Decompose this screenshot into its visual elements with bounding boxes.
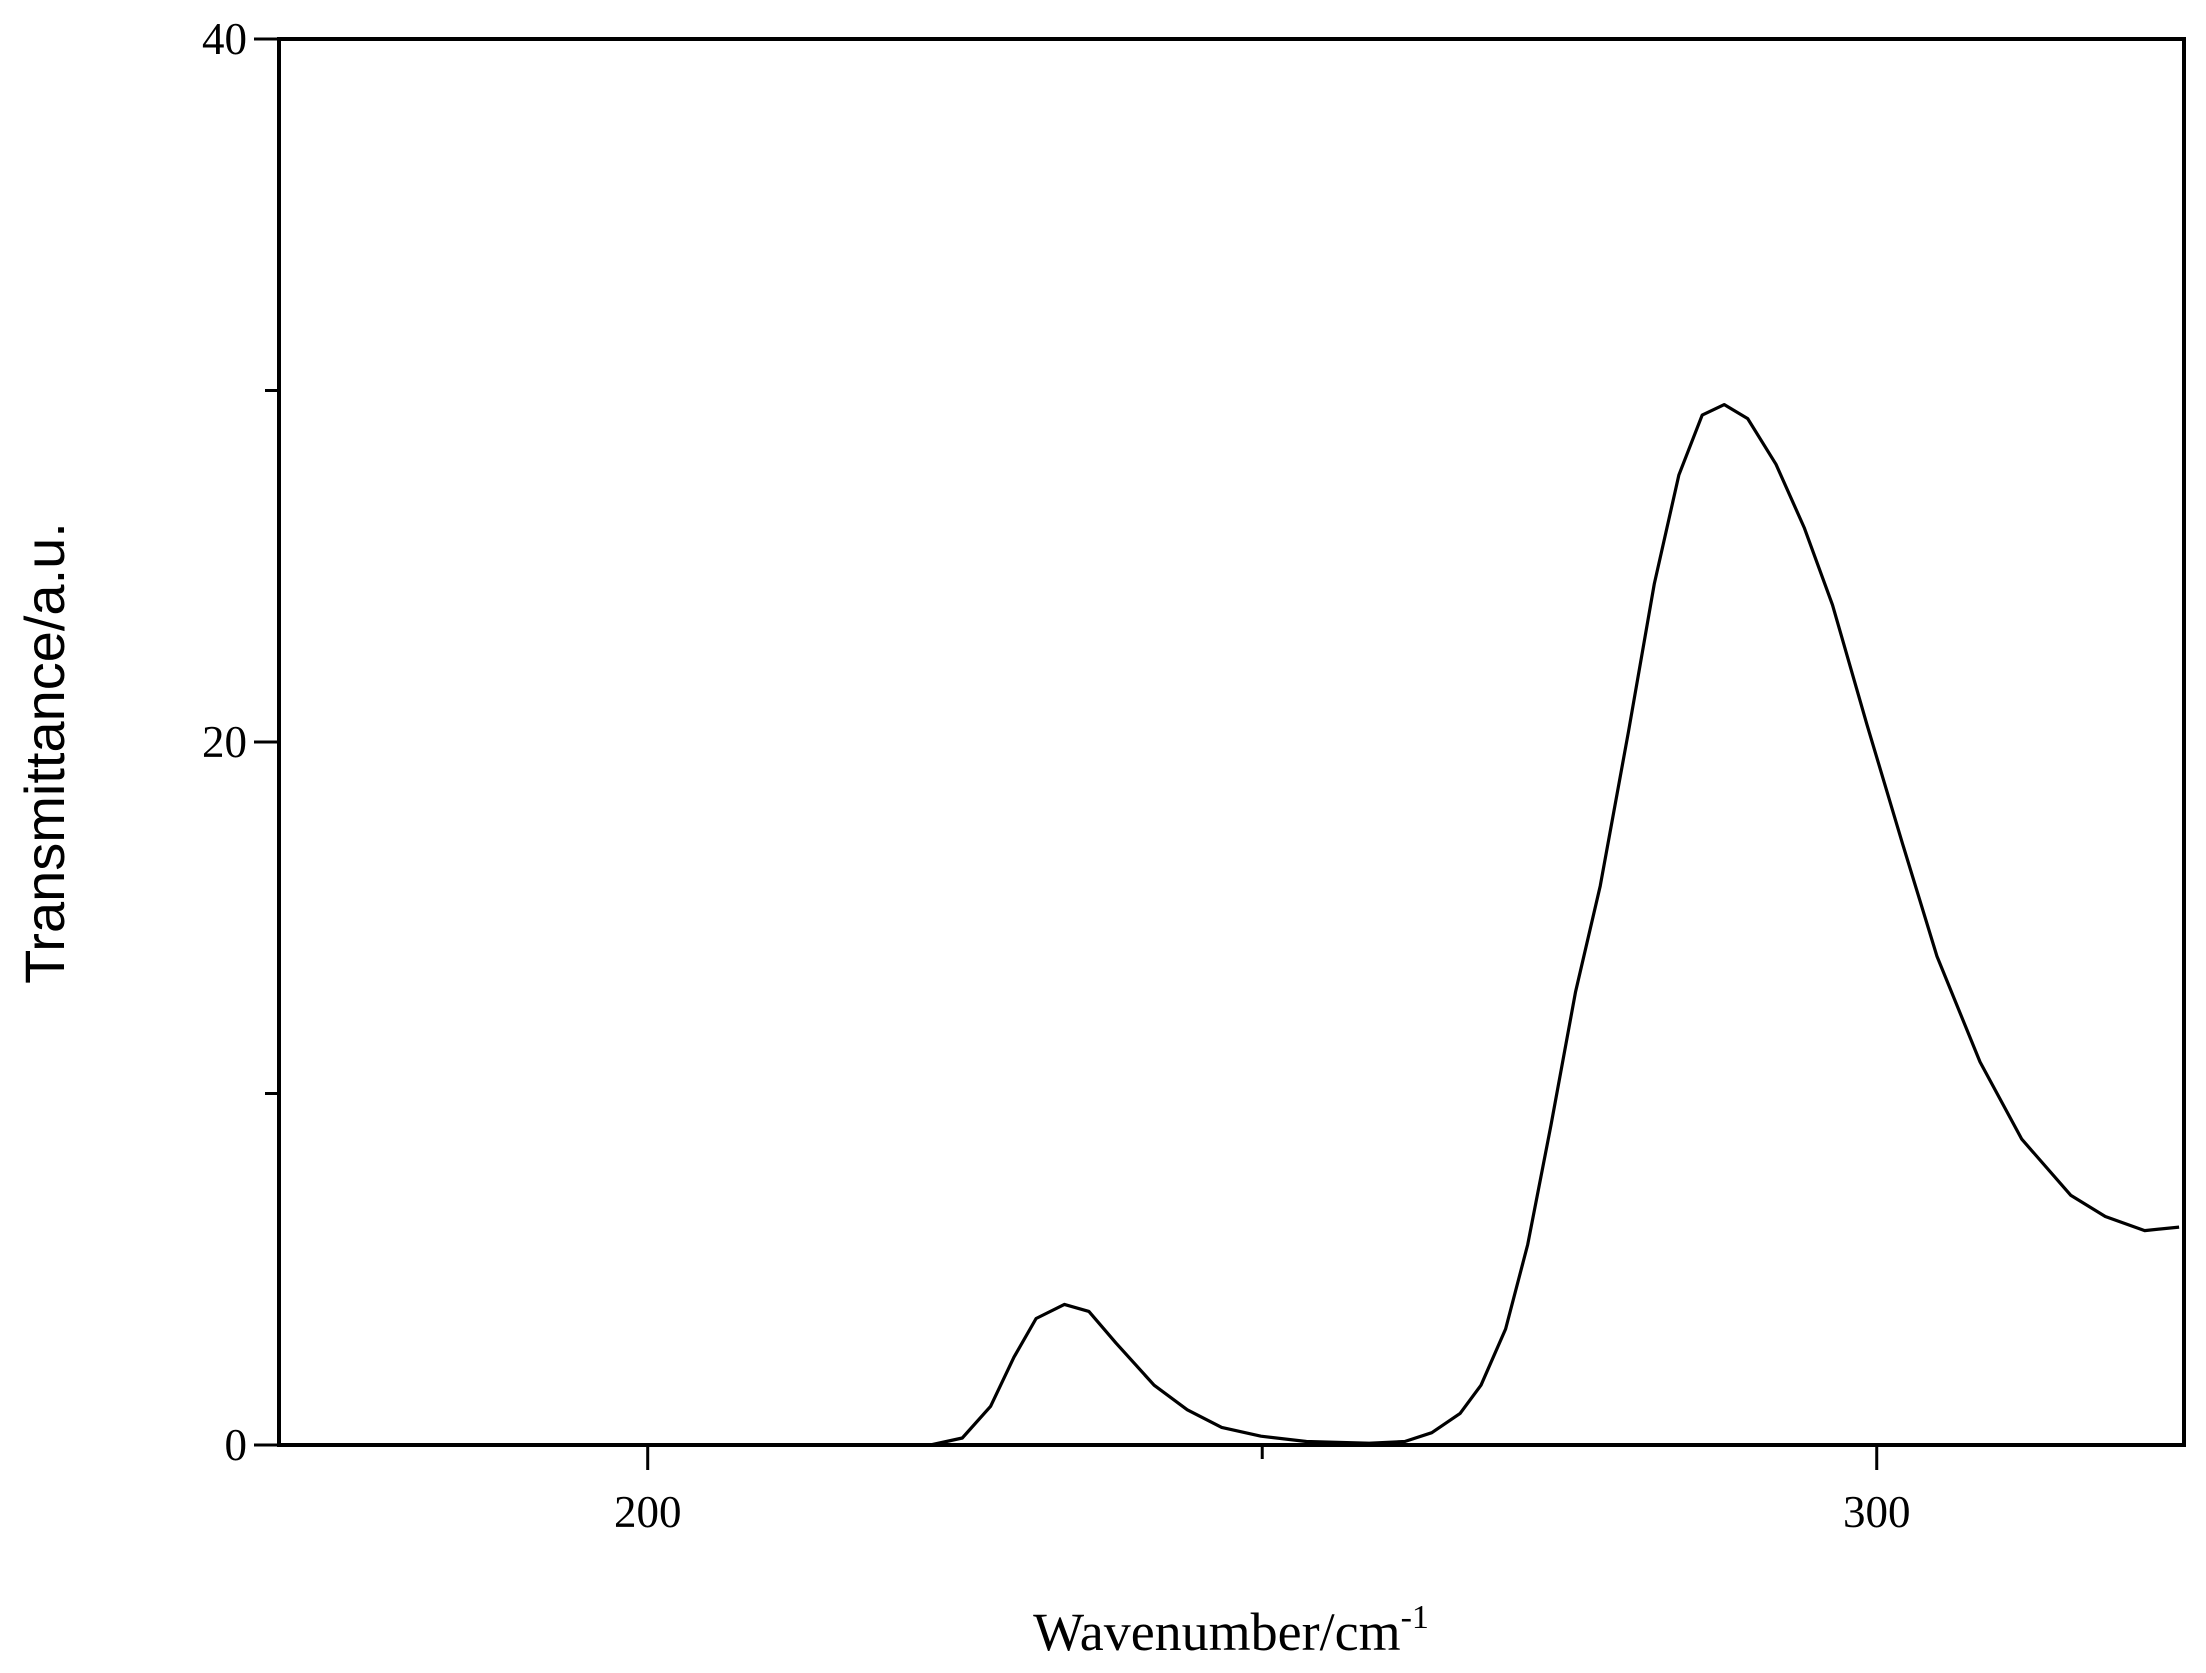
plot-frame bbox=[277, 37, 2186, 1447]
y-tick-label: 0 bbox=[225, 1420, 248, 1470]
x-tick-label: 200 bbox=[614, 1487, 682, 1537]
x-axis-title-text: Wavenumber/cm bbox=[1033, 1602, 1401, 1662]
y-tick-label: 40 bbox=[202, 14, 247, 64]
data-line bbox=[279, 403, 2180, 1447]
x-axis-title-superscript: -1 bbox=[1401, 1599, 1429, 1636]
y-tick-label: 20 bbox=[202, 717, 247, 767]
x-tick-label: 300 bbox=[1843, 1487, 1911, 1537]
x-axis-title: Wavenumber/cm-1 bbox=[1033, 1599, 1429, 1662]
y-axis-title: Transmittance/a.u. bbox=[13, 522, 76, 984]
